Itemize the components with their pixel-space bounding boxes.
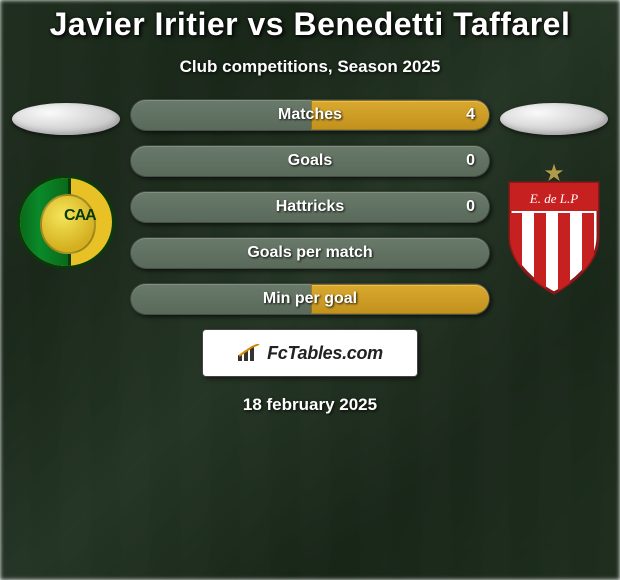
crest-right-text: E. de L.P bbox=[529, 191, 578, 206]
date-label: 18 february 2025 bbox=[243, 395, 377, 415]
page-title: Javier Iritier vs Benedetti Taffarel bbox=[50, 6, 571, 43]
logo-text: FcTables.com bbox=[267, 343, 383, 364]
player-placeholder-left bbox=[12, 103, 120, 135]
main-row: CAA Matches 4 Goals 0 Hattricks 0 Goals per ma… bbox=[0, 99, 620, 315]
stat-label: Min per goal bbox=[263, 290, 357, 308]
shield-icon: E. de L.P bbox=[506, 181, 602, 295]
stat-label: Goals bbox=[288, 152, 332, 170]
stat-value-right: 0 bbox=[466, 198, 475, 216]
stats-bars: Matches 4 Goals 0 Hattricks 0 Goals per match M… bbox=[126, 99, 494, 315]
crest-left-label: CAA bbox=[64, 207, 96, 225]
player-placeholder-right bbox=[500, 103, 608, 135]
team-crest-right: ★ E. de L.P bbox=[504, 165, 604, 295]
stat-bar: Min per goal bbox=[130, 283, 490, 315]
stat-bar: Goals per match bbox=[130, 237, 490, 269]
stat-value-right: 4 bbox=[466, 106, 475, 124]
stat-bar: Matches 4 bbox=[130, 99, 490, 131]
stat-bar: Goals 0 bbox=[130, 145, 490, 177]
right-column: ★ E. de L.P bbox=[494, 99, 614, 295]
stat-label: Goals per match bbox=[247, 244, 372, 262]
bar-chart-icon bbox=[237, 344, 261, 362]
stat-label: Hattricks bbox=[276, 198, 344, 216]
stat-bar: Hattricks 0 bbox=[130, 191, 490, 223]
content-wrapper: Javier Iritier vs Benedetti Taffarel Clu… bbox=[0, 0, 620, 580]
left-column: CAA bbox=[6, 99, 126, 269]
fctables-logo[interactable]: FcTables.com bbox=[202, 329, 418, 377]
team-crest-left: CAA bbox=[17, 175, 115, 269]
stat-value-right: 0 bbox=[466, 152, 475, 170]
subtitle: Club competitions, Season 2025 bbox=[180, 57, 441, 77]
stat-label: Matches bbox=[278, 106, 342, 124]
